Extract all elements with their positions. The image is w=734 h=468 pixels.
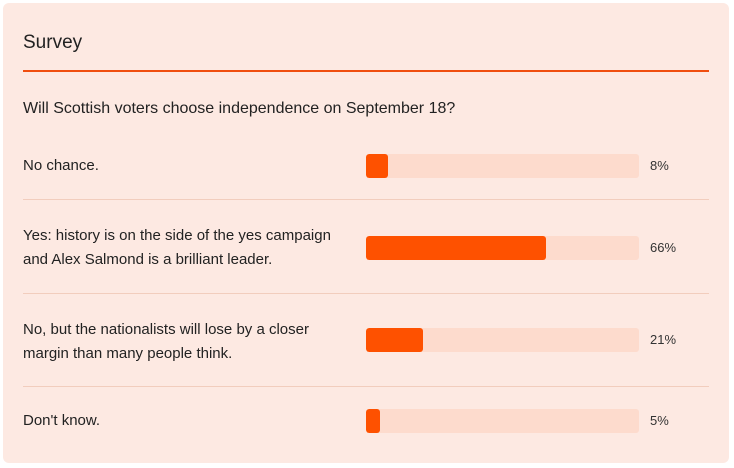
option-percent: 21%: [650, 332, 677, 347]
option-bar-fill: [366, 328, 424, 352]
option-bar-fill: [366, 154, 388, 178]
survey-option[interactable]: Yes: history is on the side of the yes c…: [23, 200, 709, 294]
option-bar-fill: [366, 409, 380, 433]
option-label: No chance.: [23, 157, 99, 174]
option-percent: 5%: [650, 413, 669, 428]
option-percent: 66%: [650, 240, 677, 255]
option-bar-fill: [366, 236, 547, 260]
survey-question: Will Scottish voters choose independence…: [23, 100, 456, 117]
option-bar-track: [366, 328, 639, 352]
survey-option[interactable]: Don't know. 5%: [23, 387, 709, 467]
option-label: No, but the nationalists will lose by a …: [23, 321, 309, 362]
option-bar-track: [366, 236, 639, 260]
option-label: Don't know.: [23, 412, 101, 429]
option-label: Yes: history is on the side of the yes c…: [23, 227, 331, 268]
survey-options: No chance. 8% Yes: history is on the sid…: [23, 126, 709, 467]
survey-option[interactable]: No, but the nationalists will lose by a …: [23, 294, 709, 387]
survey-title: Survey: [23, 32, 83, 53]
title-divider: [23, 70, 709, 72]
option-bar-track: [366, 409, 639, 433]
survey-option[interactable]: No chance. 8%: [23, 126, 709, 200]
survey-card: Survey Will Scottish voters choose indep…: [3, 3, 729, 463]
option-percent: 8%: [650, 158, 669, 173]
option-bar-track: [366, 154, 639, 178]
